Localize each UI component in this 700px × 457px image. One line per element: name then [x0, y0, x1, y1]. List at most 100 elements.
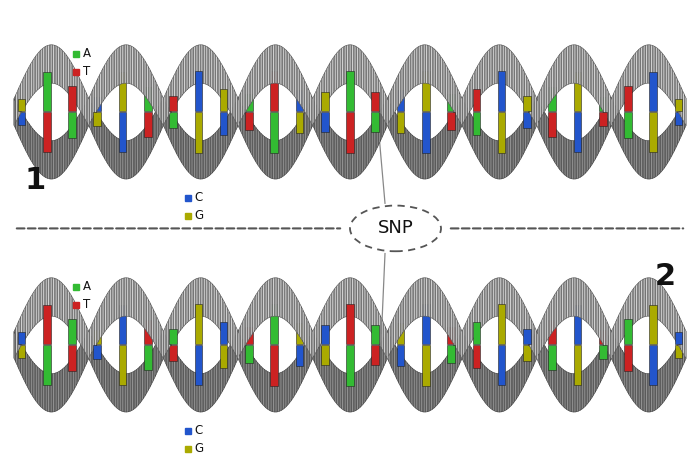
Polygon shape [326, 122, 328, 158]
Polygon shape [158, 337, 160, 369]
Polygon shape [627, 125, 629, 161]
Polygon shape [405, 128, 407, 165]
Polygon shape [648, 278, 649, 316]
Polygon shape [550, 67, 552, 103]
Polygon shape [606, 106, 607, 139]
Polygon shape [303, 345, 304, 380]
Polygon shape [335, 287, 337, 324]
Polygon shape [135, 136, 136, 175]
Bar [18, 112, 25, 124]
Polygon shape [536, 98, 538, 128]
Polygon shape [397, 348, 399, 383]
Polygon shape [236, 326, 237, 358]
Polygon shape [31, 61, 32, 98]
Polygon shape [232, 105, 234, 138]
Polygon shape [271, 140, 273, 179]
Polygon shape [110, 55, 111, 93]
Polygon shape [397, 307, 399, 341]
Polygon shape [157, 106, 158, 140]
Text: A: A [83, 281, 90, 293]
Polygon shape [248, 74, 249, 109]
Polygon shape [545, 310, 547, 344]
Polygon shape [315, 102, 316, 133]
Polygon shape [18, 88, 19, 119]
Polygon shape [223, 65, 224, 102]
Polygon shape [469, 111, 471, 145]
Polygon shape [518, 126, 519, 163]
Polygon shape [454, 342, 456, 376]
Text: A: A [83, 48, 90, 60]
Polygon shape [328, 124, 330, 160]
Polygon shape [466, 319, 468, 351]
Polygon shape [74, 352, 76, 388]
Polygon shape [254, 62, 256, 99]
Bar [397, 324, 405, 345]
Polygon shape [293, 59, 295, 96]
Polygon shape [349, 141, 350, 179]
Polygon shape [365, 363, 367, 402]
Polygon shape [97, 311, 98, 345]
Polygon shape [248, 115, 249, 149]
Polygon shape [652, 372, 654, 411]
Polygon shape [274, 374, 276, 412]
Bar [346, 112, 354, 153]
Polygon shape [399, 118, 400, 153]
Polygon shape [486, 367, 488, 406]
Polygon shape [189, 368, 190, 407]
Polygon shape [438, 366, 439, 404]
Polygon shape [108, 57, 110, 95]
Polygon shape [155, 110, 157, 143]
Polygon shape [111, 366, 113, 404]
Polygon shape [83, 319, 85, 351]
Polygon shape [481, 58, 483, 95]
Polygon shape [232, 338, 234, 371]
Polygon shape [103, 298, 105, 335]
Polygon shape [217, 128, 219, 166]
Polygon shape [679, 107, 681, 140]
Polygon shape [318, 316, 320, 349]
Polygon shape [494, 373, 496, 411]
Polygon shape [338, 283, 340, 321]
Polygon shape [640, 371, 643, 410]
Polygon shape [351, 45, 354, 84]
Polygon shape [427, 45, 429, 84]
Polygon shape [122, 140, 123, 179]
Polygon shape [98, 75, 99, 109]
Polygon shape [540, 321, 542, 353]
Polygon shape [379, 79, 380, 113]
Bar [245, 327, 253, 345]
Polygon shape [91, 103, 93, 135]
Bar [321, 345, 328, 365]
Polygon shape [584, 49, 585, 88]
Polygon shape [110, 131, 111, 169]
Polygon shape [197, 373, 199, 412]
Polygon shape [64, 53, 66, 91]
Polygon shape [416, 138, 417, 176]
Polygon shape [51, 374, 52, 412]
Polygon shape [676, 309, 678, 344]
Polygon shape [267, 138, 270, 177]
Polygon shape [404, 62, 405, 98]
Polygon shape [380, 108, 382, 141]
Polygon shape [496, 140, 498, 179]
Polygon shape [617, 342, 619, 375]
Polygon shape [192, 371, 194, 409]
Polygon shape [194, 279, 195, 318]
Polygon shape [190, 282, 192, 320]
Polygon shape [301, 74, 303, 109]
Polygon shape [346, 373, 349, 412]
Polygon shape [321, 309, 323, 343]
Polygon shape [169, 108, 170, 140]
Polygon shape [399, 351, 400, 386]
Polygon shape [349, 45, 350, 83]
Polygon shape [355, 46, 357, 85]
Polygon shape [491, 280, 493, 319]
Polygon shape [382, 105, 384, 138]
Polygon shape [559, 132, 560, 170]
Polygon shape [293, 128, 295, 165]
Polygon shape [181, 294, 182, 331]
Polygon shape [71, 124, 73, 161]
Polygon shape [358, 137, 360, 176]
Polygon shape [19, 84, 21, 117]
Polygon shape [360, 282, 362, 321]
